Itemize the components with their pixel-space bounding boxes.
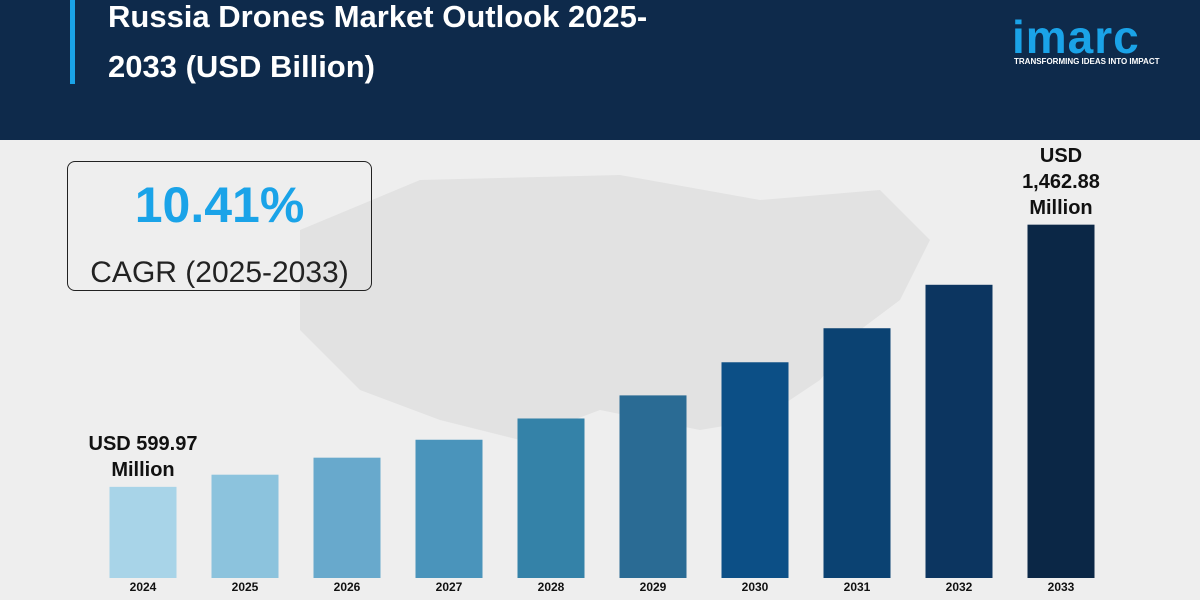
x-tick-label: 2024 bbox=[129, 580, 157, 594]
header: Russia Drones Market Outlook 2025-2033 (… bbox=[0, 0, 1200, 140]
cagr-label: CAGR (2025-2033) bbox=[90, 256, 349, 289]
x-tick-label: 2030 bbox=[741, 580, 769, 594]
value-label: USD 1,462.88 Million bbox=[1022, 144, 1100, 219]
bar bbox=[619, 395, 687, 578]
bar bbox=[517, 418, 585, 578]
x-tick-label: 2029 bbox=[639, 580, 667, 594]
bar bbox=[823, 328, 891, 578]
x-tick-label: 2032 bbox=[945, 580, 973, 594]
tagline: TRANSFORMING IDEAS INTO IMPACT bbox=[1014, 57, 1160, 66]
x-tick-label: 2027 bbox=[435, 580, 463, 594]
cagr-box: 10.41% CAGR (2025-2033) bbox=[67, 161, 372, 291]
bar bbox=[109, 486, 177, 578]
bar bbox=[313, 457, 381, 578]
cagr-value: 10.41% bbox=[134, 177, 305, 233]
x-tick-label: 2026 bbox=[333, 580, 361, 594]
logo: imarc bbox=[1012, 11, 1140, 63]
x-tick-label: 2033 bbox=[1047, 580, 1075, 594]
bar bbox=[925, 284, 993, 578]
x-tick-label: 2031 bbox=[843, 580, 871, 594]
bar bbox=[721, 362, 789, 578]
value-label: USD 599.97 Million bbox=[88, 432, 198, 481]
x-tick-label: 2028 bbox=[537, 580, 565, 594]
bar bbox=[1027, 224, 1095, 578]
bar bbox=[415, 439, 483, 578]
x-tick-label: 2025 bbox=[231, 580, 259, 594]
accent-bar bbox=[70, 0, 75, 84]
chart-title: Russia Drones Market Outlook 2025-2033 (… bbox=[108, 0, 648, 84]
bar bbox=[211, 474, 279, 578]
